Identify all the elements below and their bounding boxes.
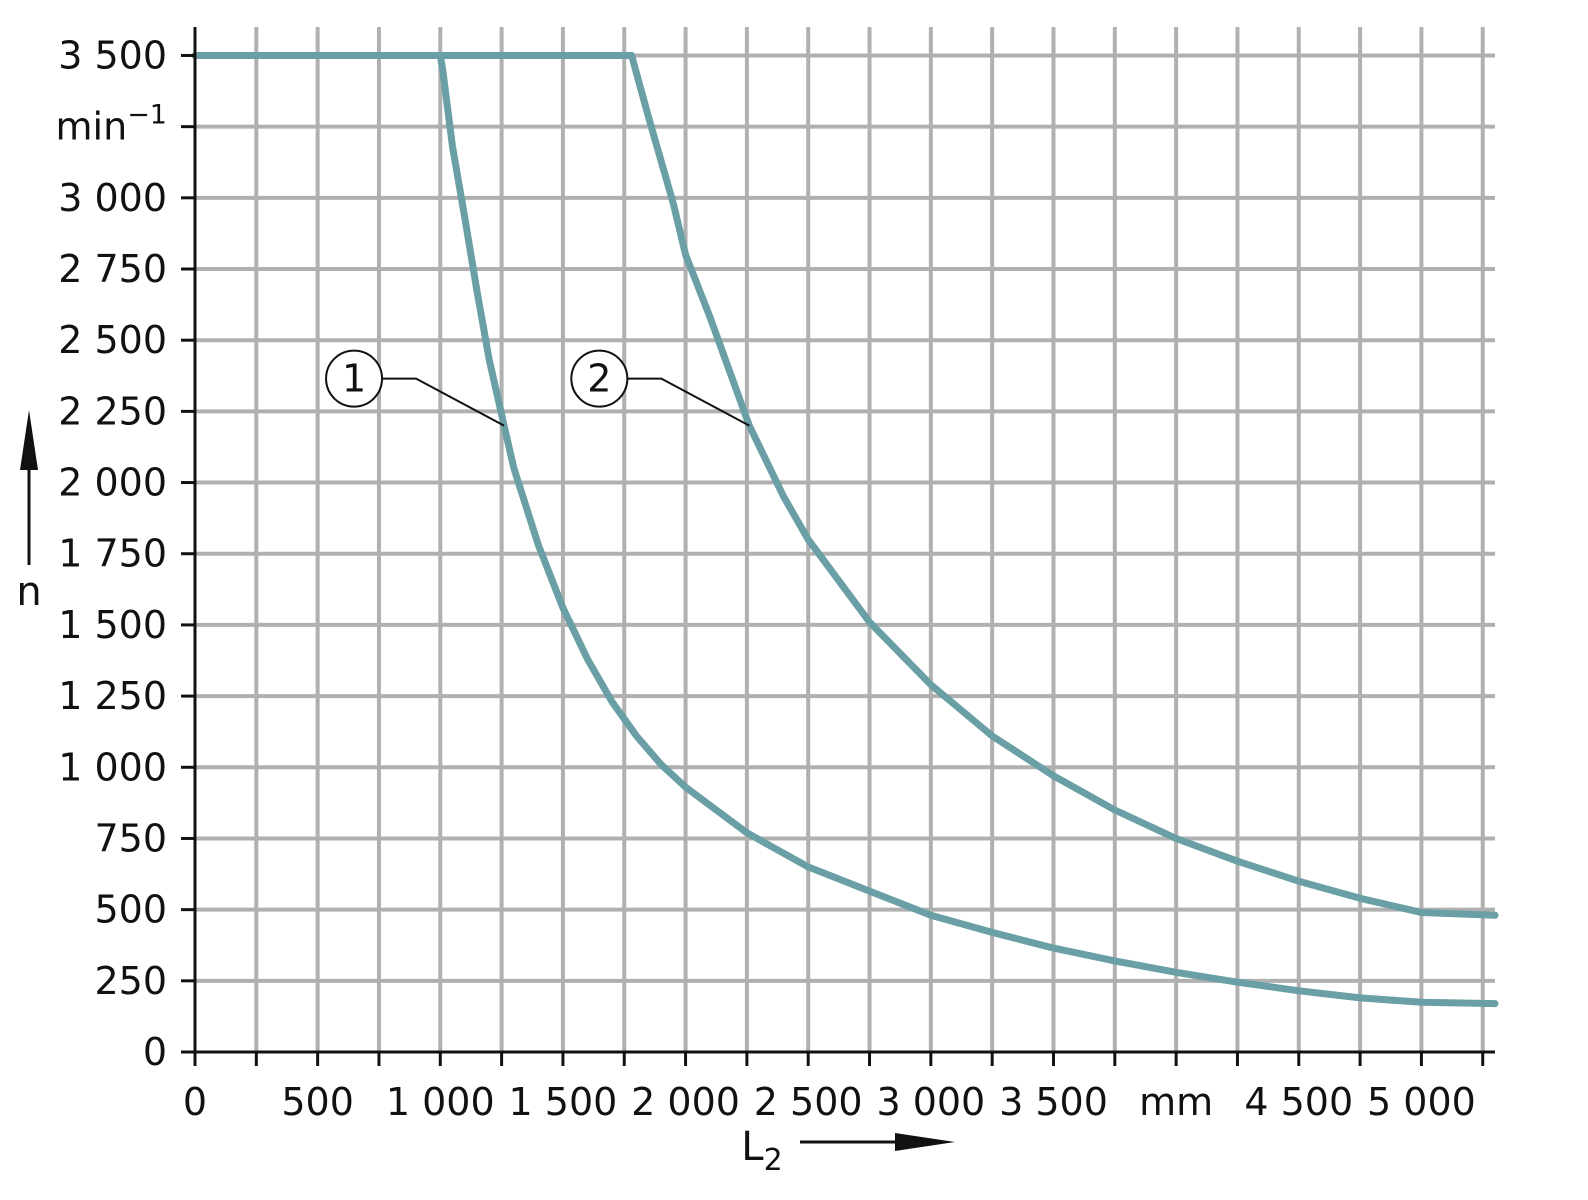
y-tick-label: 3 500 (58, 33, 167, 77)
x-tick-label: 1 500 (509, 1080, 618, 1124)
x-tick-label: 3 500 (999, 1080, 1108, 1124)
y-tick-label: 3 000 (58, 176, 167, 220)
series-line-1 (191, 52, 1499, 1008)
series-line-2 (191, 52, 1499, 919)
callout-circle-2 (570, 349, 629, 408)
y-tick-label: 1 750 (58, 532, 167, 576)
axis-layer (181, 27, 1495, 1066)
x-tick-label: 1 000 (386, 1080, 495, 1124)
y-axis-title: n (16, 569, 41, 615)
x-tick-label: 5 000 (1367, 1080, 1476, 1124)
x-tick-label: mm (1139, 1080, 1213, 1124)
x-tick-label: 0 (183, 1080, 207, 1124)
callout-label-1: 1 (342, 357, 366, 401)
callout-leader-1 (382, 377, 505, 427)
callout-leader-2 (627, 377, 750, 427)
x-axis-arrow-head-icon (895, 1133, 955, 1151)
callout-label-2: 2 (587, 357, 611, 401)
y-tick-label: 1 500 (58, 603, 167, 647)
x-tick-label: 2 500 (754, 1080, 863, 1124)
y-tick-label: 500 (94, 888, 167, 932)
y-tick-label: 2 000 (58, 461, 167, 505)
x-tick-label: 500 (281, 1080, 354, 1124)
series-layer (191, 52, 1499, 1008)
y-axis-title-group: n (16, 410, 42, 615)
callout-circle-1 (325, 349, 384, 408)
x-axis-title-group: L2 (741, 1124, 955, 1178)
x-axis-title: L2 (741, 1124, 782, 1178)
tick-label-layer: 0 250 500 750 1 000 1 250 1 500 1 750 2 000 2 250… (56, 33, 1476, 1124)
x-axis-title-subscript: 2 (764, 1143, 783, 1178)
y-tick-label: 2 500 (58, 318, 167, 362)
y-tick-label: 2 250 (58, 389, 167, 433)
y-axis-arrow-head-icon (20, 410, 38, 470)
y-tick-label: 2 750 (58, 247, 167, 291)
y-tick-label: 1 000 (58, 745, 167, 789)
x-tick-label: 3 000 (876, 1080, 985, 1124)
y-unit-exponent: −1 (127, 100, 167, 131)
grid-layer (195, 27, 1495, 1052)
y-tick-label: 1 250 (58, 674, 167, 718)
x-tick-label: 4 500 (1244, 1080, 1353, 1124)
x-axis-title-main: L (741, 1124, 764, 1170)
y-tick-label: 0 (143, 1030, 167, 1074)
x-tick-label: 2 000 (631, 1080, 740, 1124)
y-tick-label: min−1 (56, 100, 167, 149)
y-tick-label: 750 (94, 816, 167, 860)
y-tick-label: 250 (94, 959, 167, 1003)
